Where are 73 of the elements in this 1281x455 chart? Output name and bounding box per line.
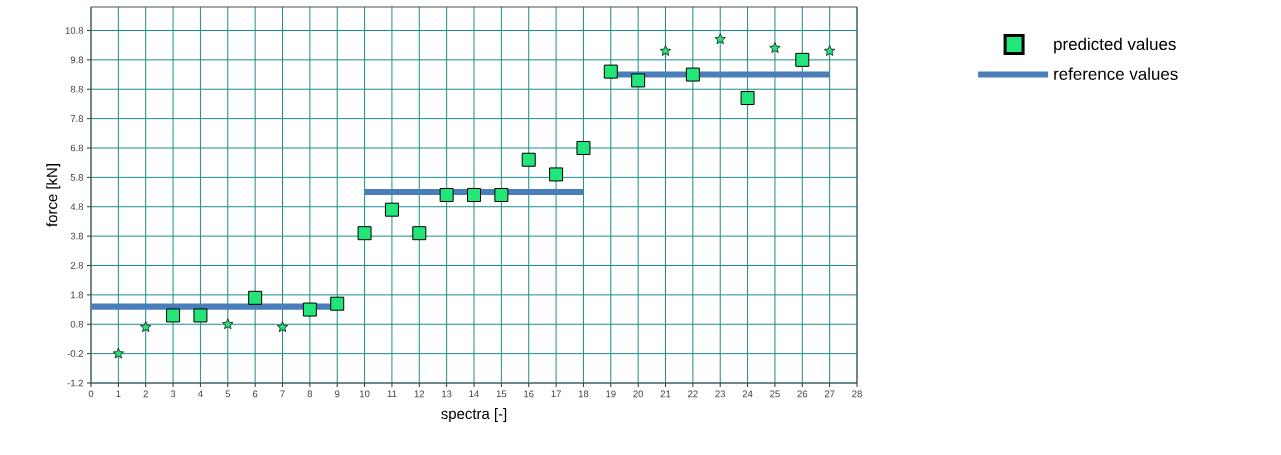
x-tick-label: 13 [442, 390, 452, 398]
x-tick-label: 25 [770, 390, 780, 398]
point [659, 45, 672, 56]
x-tick-label: 0 [88, 390, 94, 398]
x-tick-label: 26 [797, 390, 808, 398]
x-tick-label: 20 [633, 390, 644, 398]
x-tick-label: 23 [715, 390, 726, 398]
point [357, 226, 372, 241]
y-tick-label: 3.8 [70, 232, 84, 240]
point [714, 33, 726, 45]
y-tick-label: 4.8 [70, 203, 84, 211]
y-axis-title: force [kN] [46, 164, 61, 227]
x-tick-label: 15 [496, 390, 507, 398]
x-tick-label: 16 [524, 390, 534, 398]
y-tick-label: 5.8 [70, 174, 84, 181]
x-tick-label: 2 [143, 390, 148, 398]
point [494, 188, 509, 202]
point [795, 52, 810, 67]
y-tick-label: 0.8 [70, 320, 84, 328]
point [769, 42, 781, 53]
point [384, 202, 399, 217]
point [740, 91, 755, 106]
y-tick-label: -0.2 [67, 350, 84, 357]
point [576, 141, 591, 155]
x-tick-label: 11 [387, 390, 397, 398]
x-tick-label: 22 [688, 390, 698, 398]
x-tick-label: 14 [469, 390, 479, 398]
y-tick-label: 7.8 [70, 115, 84, 122]
x-tick-label: 18 [578, 390, 589, 398]
x-tick-label: 7 [280, 390, 285, 398]
point [193, 308, 208, 323]
y-tick-label: -1.2 [67, 379, 84, 387]
point [140, 321, 152, 332]
point [248, 290, 263, 305]
x-tick-label: 4 [198, 390, 203, 398]
x-tick-label: 8 [307, 390, 313, 398]
y-tick-label: 8.8 [70, 85, 84, 93]
x-tick-label: 9 [335, 390, 340, 398]
x-tick-label: 5 [225, 390, 231, 398]
x-tick-label: 12 [414, 390, 425, 398]
x-axis-title: spectra [-] [441, 408, 507, 422]
y-tick-label: 1.8 [71, 291, 84, 299]
point [521, 152, 536, 167]
x-tick-label: 19 [606, 390, 616, 398]
x-tick-label: 1 [116, 390, 121, 398]
point [112, 347, 124, 359]
x-tick-label: 10 [360, 390, 370, 398]
point [467, 188, 481, 202]
point [685, 67, 700, 82]
point [549, 167, 564, 182]
y-tick-label: 6.8 [70, 144, 84, 152]
x-tick-label: 6 [253, 390, 258, 398]
point [276, 321, 289, 332]
point [302, 302, 317, 317]
point [222, 318, 234, 330]
legend-label: reference values [1054, 67, 1178, 80]
x-tick-label: 27 [824, 390, 835, 398]
point [166, 308, 181, 323]
legend-label: predicted values [1054, 37, 1176, 54]
point [412, 226, 427, 241]
y-tick-label: 9.8 [70, 56, 84, 64]
x-tick-label: 28 [852, 390, 862, 398]
y-tick-label: 10.8 [65, 27, 84, 34]
x-tick-label: 3 [170, 390, 176, 398]
point [631, 73, 646, 88]
point [439, 188, 454, 202]
x-tick-label: 17 [551, 390, 561, 398]
point [824, 45, 836, 56]
x-tick-label: 21 [660, 390, 671, 398]
point [603, 64, 618, 79]
y-tick-label: 2.8 [70, 262, 84, 269]
point [330, 296, 345, 311]
x-tick-label: 24 [742, 390, 753, 398]
